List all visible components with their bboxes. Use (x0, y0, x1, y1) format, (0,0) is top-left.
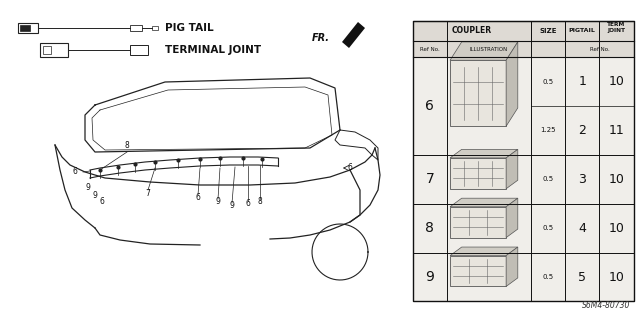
Polygon shape (506, 247, 518, 286)
Bar (450, 60, 506, 126)
Text: 0.5: 0.5 (543, 79, 554, 85)
Polygon shape (506, 198, 518, 238)
Text: 8: 8 (258, 197, 262, 206)
Text: 7: 7 (145, 189, 150, 197)
Polygon shape (342, 22, 365, 48)
Text: S6M4-80730: S6M4-80730 (582, 301, 630, 310)
Text: TERMINAL JOINT: TERMINAL JOINT (165, 45, 261, 55)
Bar (450, 256, 506, 286)
Bar (43, 46, 51, 54)
Text: 1.25: 1.25 (540, 128, 556, 133)
Text: 6: 6 (246, 199, 250, 209)
Text: Ref No.: Ref No. (589, 47, 609, 52)
Bar (152, 26, 158, 30)
Text: 10: 10 (609, 271, 625, 284)
Text: 6: 6 (426, 99, 435, 113)
Bar (20, 25, 30, 31)
Text: 7: 7 (426, 172, 435, 186)
Text: Ref No.: Ref No. (420, 47, 440, 52)
Bar (413, 41, 634, 57)
Text: 0.5: 0.5 (543, 225, 554, 231)
Text: 9: 9 (230, 202, 234, 211)
Bar (566, 41, 600, 57)
Text: 10: 10 (609, 222, 625, 235)
Bar (130, 25, 142, 31)
Text: 4: 4 (579, 222, 586, 235)
Text: 9: 9 (86, 183, 90, 192)
Text: 6: 6 (72, 167, 77, 176)
Text: 6: 6 (196, 194, 200, 203)
Text: FR.: FR. (312, 33, 330, 43)
Polygon shape (450, 198, 518, 207)
Polygon shape (450, 42, 518, 60)
Text: 8: 8 (125, 141, 129, 150)
Text: 6: 6 (100, 197, 104, 206)
Polygon shape (450, 247, 518, 256)
Text: 2: 2 (579, 124, 586, 137)
Text: 5: 5 (579, 271, 586, 284)
Bar (447, 21, 448, 41)
Text: TERM
JOINT: TERM JOINT (607, 22, 626, 33)
Text: PIGTAIL: PIGTAIL (569, 28, 596, 33)
Bar (130, 45, 148, 55)
Bar (450, 158, 506, 189)
Text: 9: 9 (216, 197, 220, 206)
Polygon shape (506, 42, 518, 126)
Text: 0.5: 0.5 (543, 274, 554, 280)
Bar (413, 21, 634, 41)
Text: 9: 9 (426, 270, 435, 284)
Text: 8: 8 (426, 221, 435, 235)
Text: 6: 6 (348, 164, 353, 173)
Bar (18, 23, 38, 33)
Text: SIZE: SIZE (540, 28, 557, 34)
Text: 3: 3 (579, 173, 586, 186)
Polygon shape (450, 149, 518, 158)
Bar (413, 21, 634, 301)
Text: PIG TAIL: PIG TAIL (165, 23, 214, 33)
Bar (40, 43, 68, 57)
Bar (413, 21, 634, 301)
Bar (450, 207, 506, 238)
Text: 11: 11 (609, 124, 625, 137)
Text: 0.5: 0.5 (543, 176, 554, 182)
Text: 9: 9 (93, 191, 97, 201)
Text: 10: 10 (609, 75, 625, 88)
Text: 10: 10 (609, 173, 625, 186)
Text: 1: 1 (579, 75, 586, 88)
Text: COUPLER: COUPLER (452, 26, 492, 35)
Polygon shape (506, 149, 518, 189)
Text: ILLUSTRATION: ILLUSTRATION (470, 47, 508, 52)
